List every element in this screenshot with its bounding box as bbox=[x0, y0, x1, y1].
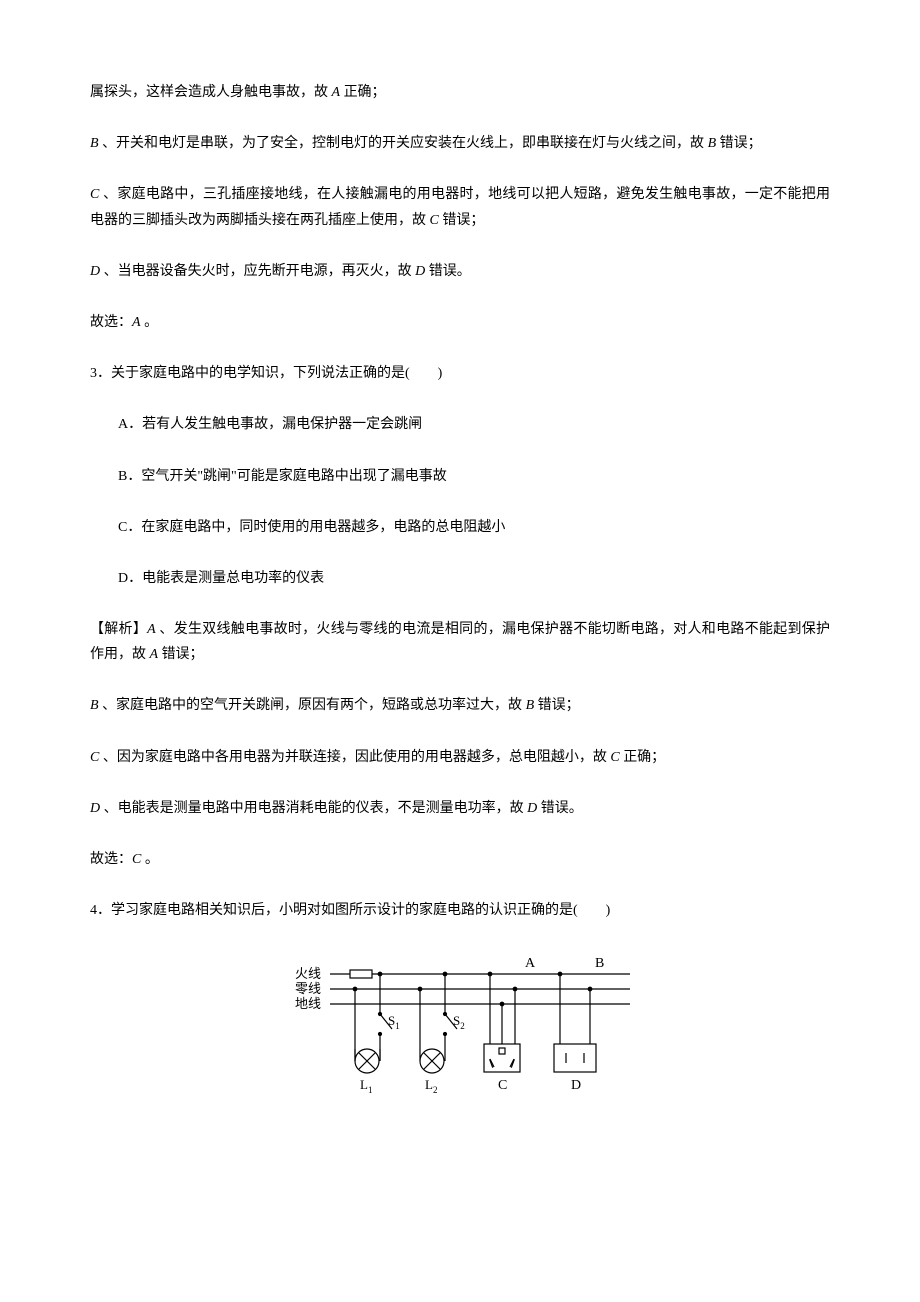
q3-anaC-letter: C bbox=[90, 750, 99, 765]
q3-anaC-letter2: C bbox=[610, 750, 619, 765]
q3-anaA-letter: A bbox=[147, 622, 156, 637]
q2-answer: 故选：A 。 bbox=[90, 310, 830, 335]
q3-anaB-text: 、家庭电路中的空气开关跳闸，原因有两个，短路或总功率过大，故 bbox=[99, 698, 526, 713]
q3-answer: 故选：C 。 bbox=[90, 847, 830, 872]
label-C: C bbox=[498, 1078, 507, 1093]
q3-analysis-label: 【解析】 bbox=[90, 622, 147, 637]
q3-optD: D．电能表是测量总电功率的仪表 bbox=[90, 566, 830, 591]
q3-anaC-text2: 正确； bbox=[620, 750, 666, 765]
q2-tail-letter: A bbox=[332, 85, 341, 100]
q2-optC-letter: C bbox=[90, 187, 99, 202]
q3-analysis-B: B 、家庭电路中的空气开关跳闸，原因有两个，短路或总功率过大，故 B 错误； bbox=[90, 693, 830, 718]
q3-analysis-A: 【解析】A 、发生双线触电事故时，火线与零线的电流是相同的，漏电保护器不能切断电… bbox=[90, 617, 830, 667]
q3-stem: 3．关于家庭电路中的电学知识，下列说法正确的是( ) bbox=[90, 361, 830, 386]
q3-answer-suffix: 。 bbox=[141, 852, 159, 867]
q2-optC-text2: 错误； bbox=[439, 213, 485, 228]
q3-anaD-letter: D bbox=[90, 801, 100, 816]
q3-anaD-text2: 错误。 bbox=[537, 801, 583, 816]
q3-anaD-text: 、电能表是测量电路中用电器消耗电能的仪表，不是测量电功率，故 bbox=[100, 801, 527, 816]
q3-anaB-text2: 错误； bbox=[534, 698, 580, 713]
label-ground: 地线 bbox=[295, 996, 321, 1011]
q3-anaB-letter2: B bbox=[526, 698, 535, 713]
q3-optB: B．空气开关"跳闸"可能是家庭电路中出现了漏电事故 bbox=[90, 464, 830, 489]
q3-anaC-text: 、因为家庭电路中各用电器为并联连接，因此使用的用电器越多，总电阻越小，故 bbox=[99, 750, 610, 765]
q2-tail-paragraph: 属探头，这样会造成人身触电事故，故 A 正确； bbox=[90, 80, 830, 105]
label-B: B bbox=[595, 956, 604, 971]
q2-optD-letter: D bbox=[90, 264, 100, 279]
label-live: 火线 bbox=[295, 966, 321, 981]
q3-analysis-D: D 、电能表是测量电路中用电器消耗电能的仪表，不是测量电功率，故 D 错误。 bbox=[90, 796, 830, 821]
q2-answer-suffix: 。 bbox=[141, 315, 159, 330]
q2-optB-paragraph: B 、开关和电灯是串联，为了安全，控制电灯的开关应安装在火线上，即串联接在灯与火… bbox=[90, 131, 830, 156]
q2-optB-text: 、开关和电灯是串联，为了安全，控制电灯的开关应安装在火线上，即串联接在灯与火线之… bbox=[99, 136, 708, 151]
q4-stem: 4．学习家庭电路相关知识后，小明对如图所示设计的家庭电路的认识正确的是( ) bbox=[90, 898, 830, 923]
q3-optC: C．在家庭电路中，同时使用的用电器越多，电路的总电阻越小 bbox=[90, 515, 830, 540]
q3-analysis-C: C 、因为家庭电路中各用电器为并联连接，因此使用的用电器越多，总电阻越小，故 C… bbox=[90, 745, 830, 770]
q2-optB-letter2: B bbox=[708, 136, 717, 151]
q2-optC-letter2: C bbox=[430, 213, 439, 228]
q2-optD-letter2: D bbox=[415, 264, 425, 279]
q3-anaD-letter2: D bbox=[527, 801, 537, 816]
label-S1: S1 bbox=[388, 1013, 400, 1031]
label-L1: L1 bbox=[360, 1077, 372, 1095]
q2-optD-text: 、当电器设备失火时，应先断开电源，再灭火，故 bbox=[100, 264, 415, 279]
q2-tail-text: 属探头，这样会造成人身触电事故，故 bbox=[90, 85, 332, 100]
q4-diagram-container: 火线 零线 地线 bbox=[90, 949, 830, 1099]
label-neutral: 零线 bbox=[295, 981, 321, 996]
q2-answer-letter: A bbox=[132, 315, 141, 330]
label-S2: S2 bbox=[453, 1013, 465, 1031]
label-L2: L2 bbox=[425, 1077, 437, 1095]
q2-optD-paragraph: D 、当电器设备失火时，应先断开电源，再灭火，故 D 错误。 bbox=[90, 259, 830, 284]
label-D: D bbox=[571, 1078, 581, 1093]
q3-anaA-text2: 错误； bbox=[158, 647, 204, 662]
q2-tail-text2: 正确； bbox=[340, 85, 386, 100]
circuit-diagram: 火线 零线 地线 bbox=[280, 949, 640, 1099]
q3-answer-prefix: 故选： bbox=[90, 852, 132, 867]
q2-optC-paragraph: C 、家庭电路中，三孔插座接地线，在人接触漏电的用电器时，地线可以把人短路，避免… bbox=[90, 182, 830, 232]
q2-optD-text2: 错误。 bbox=[425, 264, 471, 279]
q3-anaB-letter: B bbox=[90, 698, 99, 713]
q3-anaA-letter2: A bbox=[150, 647, 159, 662]
q2-optB-text2: 错误； bbox=[716, 136, 762, 151]
q2-optB-letter: B bbox=[90, 136, 99, 151]
label-A: A bbox=[525, 956, 536, 971]
q3-optA: A．若有人发生触电事故，漏电保护器一定会跳闸 bbox=[90, 412, 830, 437]
q2-answer-prefix: 故选： bbox=[90, 315, 132, 330]
q3-answer-letter: C bbox=[132, 852, 141, 867]
